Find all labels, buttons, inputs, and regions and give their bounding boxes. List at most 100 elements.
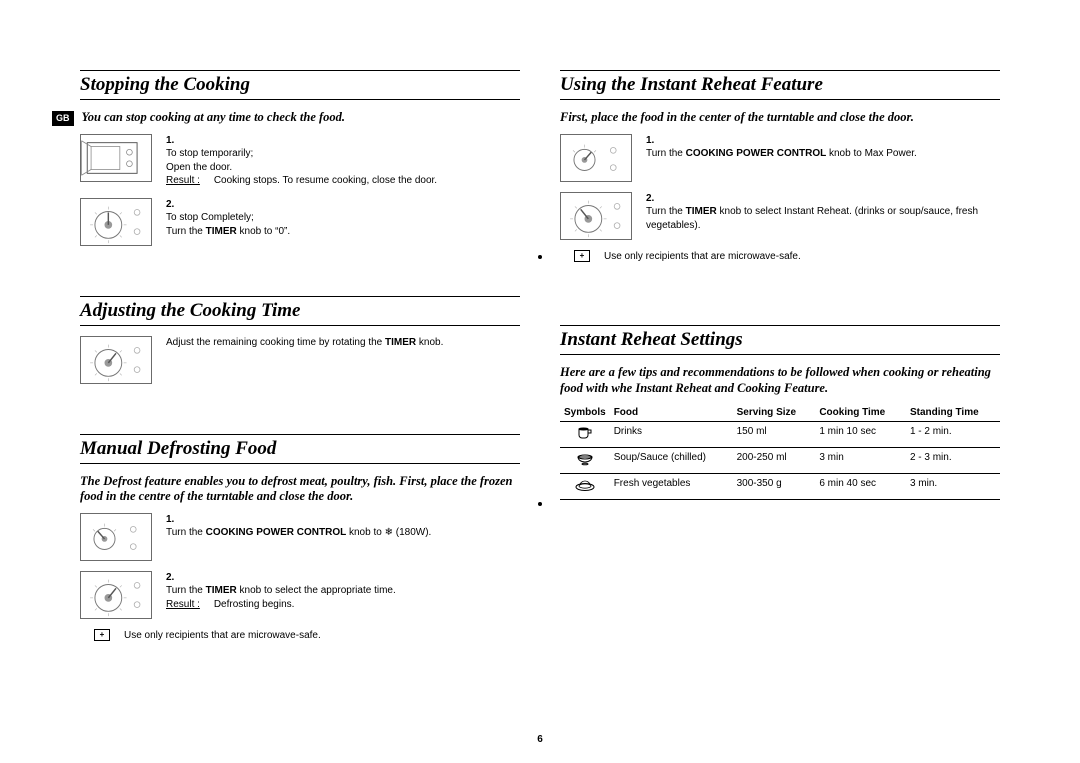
step-row: Adjust the remaining cooking time by rot… [80, 336, 520, 384]
plate-icon [575, 478, 595, 495]
right-column: Using the Instant Reheat Feature First, … [560, 70, 1000, 743]
step-number: 1. [166, 513, 180, 527]
text: Turn the [166, 527, 206, 538]
cell-size: 300-350 g [733, 474, 816, 500]
text: knob to select the appropriate time. [237, 585, 396, 596]
step-body: 2. Turn the TIMER knob to select the app… [166, 571, 520, 619]
settings-table: Symbols Food Serving Size Cooking Time S… [560, 404, 1000, 500]
text-bold: TIMER [385, 337, 416, 348]
note-row: + Use only recipients that are microwave… [94, 629, 520, 643]
section-title-stopping: Stopping the Cooking [80, 70, 520, 100]
timer-dial-icon [560, 192, 632, 240]
page: Stopping the Cooking GB You can stop coo… [0, 0, 1080, 763]
lede-stopping: You can stop cooking at any time to chec… [82, 110, 346, 126]
col-cooking: Cooking Time [815, 404, 906, 422]
text-bold: TIMER [206, 585, 237, 596]
timer-dial-icon [80, 571, 152, 619]
lede-defrost: The Defrost feature enables you to defro… [80, 474, 520, 505]
microwave-open-icon [80, 134, 152, 182]
cell-food: Drinks [610, 422, 733, 448]
col-standing: Standing Time [906, 404, 1000, 422]
text: Defrosting begins. [214, 599, 295, 610]
cell-cook: 1 min 10 sec [815, 422, 906, 448]
cell-food: Fresh vegetables [610, 474, 733, 500]
power-dial-icon [80, 513, 152, 561]
step-body: 2. Turn the TIMER knob to select Instant… [646, 192, 1000, 240]
note-text: Use only recipients that are microwave-s… [604, 250, 801, 264]
step-number: 1. [166, 134, 180, 148]
table-row: Fresh vegetables 300-350 g 6 min 40 sec … [560, 474, 1000, 500]
text: To stop Completely; [166, 212, 254, 223]
table-header-row: Symbols Food Serving Size Cooking Time S… [560, 404, 1000, 422]
power-dial-icon [560, 134, 632, 182]
step-body: Adjust the remaining cooking time by rot… [166, 336, 520, 384]
text-bold: TIMER [686, 206, 717, 217]
step-number: 2. [166, 571, 180, 585]
text: knob to “0”. [237, 226, 290, 237]
step-row: 1. Turn the COOKING POWER CONTROL knob t… [80, 513, 520, 561]
bowl-icon [576, 452, 594, 469]
text-bold: COOKING POWER CONTROL [206, 527, 347, 538]
defrost-symbol-icon: ❄ [385, 527, 393, 538]
step-row: 2. Turn the TIMER knob to select the app… [80, 571, 520, 619]
cup-icon [576, 426, 594, 443]
table-row: Drinks 150 ml 1 min 10 sec 1 - 2 min. [560, 422, 1000, 448]
text: Turn the [166, 226, 206, 237]
note-row: + Use only recipients that are microwave… [574, 250, 1000, 264]
cell-stand: 2 - 3 min. [906, 448, 1000, 474]
text: Turn the [646, 148, 686, 159]
col-serving: Serving Size [733, 404, 816, 422]
step-body: 1. To stop temporarily; Open the door. R… [166, 134, 520, 188]
step-row: 2. Turn the TIMER knob to select Instant… [560, 192, 1000, 240]
step-body: 2. To stop Completely; Turn the TIMER kn… [166, 198, 520, 246]
text: To stop temporarily; [166, 148, 253, 159]
cell-stand: 3 min. [906, 474, 1000, 500]
step-row: 1. Turn the COOKING POWER CONTROL knob t… [560, 134, 1000, 182]
lede-reheat: First, place the food in the center of t… [560, 110, 1000, 126]
lede-settings: Here are a few tips and recommendations … [560, 365, 1000, 396]
left-column: Stopping the Cooking GB You can stop coo… [80, 70, 520, 743]
dot-separator [538, 502, 542, 506]
step-row: 1. To stop temporarily; Open the door. R… [80, 134, 520, 188]
text-bold: TIMER [206, 226, 237, 237]
col-symbols: Symbols [560, 404, 610, 422]
text: (180W). [393, 527, 431, 538]
col-food: Food [610, 404, 733, 422]
section-title-settings: Instant Reheat Settings [560, 325, 1000, 355]
cell-food: Soup/Sauce (chilled) [610, 448, 733, 474]
text: knob to [346, 527, 384, 538]
cell-size: 200-250 ml [733, 448, 816, 474]
page-number: 6 [0, 734, 1080, 745]
cell-cook: 3 min [815, 448, 906, 474]
cell-stand: 1 - 2 min. [906, 422, 1000, 448]
section-title-defrost: Manual Defrosting Food [80, 434, 520, 464]
note-icon: + [94, 629, 110, 641]
timer-dial-icon [80, 198, 152, 246]
step-number: 1. [646, 134, 660, 148]
text: Turn the [646, 206, 686, 217]
table-row: Soup/Sauce (chilled) 200-250 ml 3 min 2 … [560, 448, 1000, 474]
text: knob to Max Power. [826, 148, 917, 159]
section-title-reheat: Using the Instant Reheat Feature [560, 70, 1000, 100]
section-title-adjusting: Adjusting the Cooking Time [80, 296, 520, 326]
step-body: 1. Turn the COOKING POWER CONTROL knob t… [166, 513, 520, 561]
step-number: 2. [646, 192, 660, 206]
text: Open the door. [166, 162, 232, 173]
step-row: 2. To stop Completely; Turn the TIMER kn… [80, 198, 520, 246]
result-label: Result : [166, 599, 200, 610]
dot-separator [538, 255, 542, 259]
text: Adjust the remaining cooking time by rot… [166, 337, 385, 348]
text: knob. [416, 337, 443, 348]
cell-cook: 6 min 40 sec [815, 474, 906, 500]
timer-dial-icon [80, 336, 152, 384]
step-body: 1. Turn the COOKING POWER CONTROL knob t… [646, 134, 1000, 182]
text: Turn the [166, 585, 206, 596]
text: Cooking stops. To resume cooking, close … [214, 175, 437, 186]
gb-badge: GB [52, 111, 74, 126]
note-text: Use only recipients that are microwave-s… [124, 629, 321, 643]
cell-size: 150 ml [733, 422, 816, 448]
result-label: Result : [166, 175, 200, 186]
note-icon: + [574, 250, 590, 262]
text-bold: COOKING POWER CONTROL [686, 148, 827, 159]
step-number: 2. [166, 198, 180, 212]
